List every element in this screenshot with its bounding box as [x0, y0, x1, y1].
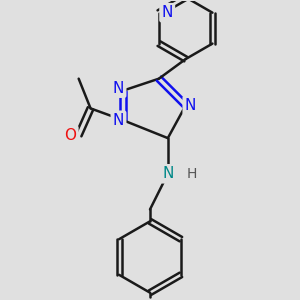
Text: N: N: [113, 81, 124, 96]
Text: N: N: [113, 113, 124, 128]
Text: N: N: [185, 98, 196, 113]
Text: O: O: [64, 128, 76, 142]
Text: H: H: [186, 167, 197, 181]
Text: N: N: [162, 166, 173, 181]
Text: N: N: [161, 5, 173, 20]
